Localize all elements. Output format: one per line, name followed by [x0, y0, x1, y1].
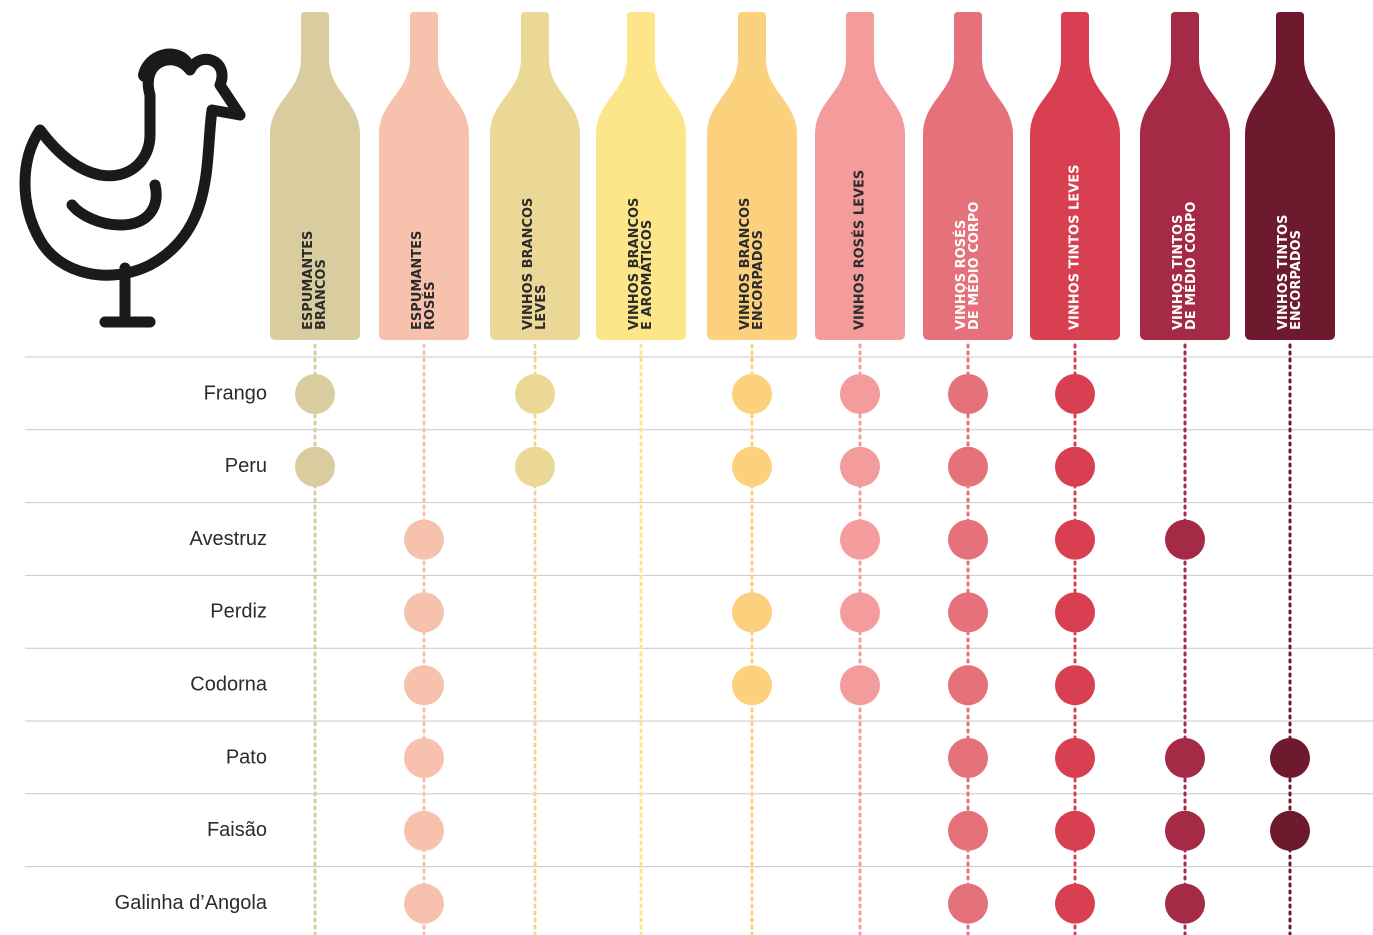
pairing-dot: [732, 447, 772, 487]
row-label: Faisão: [207, 819, 267, 841]
pairing-dot: [1055, 884, 1095, 924]
pairing-dot: [1165, 738, 1205, 778]
pairing-dot: [840, 520, 880, 560]
bottle-label: BRANCOS: [314, 259, 329, 330]
pairing-dot: [1055, 592, 1095, 632]
pairing-dot: [732, 665, 772, 705]
pairing-dot: [948, 884, 988, 924]
row-label: Peru: [225, 455, 267, 477]
pairing-dot: [840, 665, 880, 705]
pairing-dot: [948, 447, 988, 487]
pairing-dot: [948, 738, 988, 778]
pairing-dot: [404, 811, 444, 851]
row-label: Frango: [204, 382, 267, 404]
bottle-label: ENCORPADOS: [1289, 230, 1304, 330]
pairing-dot: [404, 592, 444, 632]
pairing-dot: [404, 884, 444, 924]
bottle-label: ROSÉS: [422, 281, 438, 330]
pairing-dot: [1270, 738, 1310, 778]
bottle-label: ENCORPADOS: [751, 230, 766, 330]
pairing-dot: [948, 665, 988, 705]
pairing-dot: [840, 374, 880, 414]
row-label: Perdiz: [210, 601, 267, 623]
bottle-label: VINHOS TINTOS LEVES: [1068, 165, 1083, 330]
pairing-dot: [404, 738, 444, 778]
pairing-dot: [1055, 520, 1095, 560]
pairing-dot: [1055, 738, 1095, 778]
bottle-label: DE MÉDIO CORPO: [966, 202, 982, 330]
row-label: Pato: [226, 746, 267, 768]
pairing-dot: [295, 374, 335, 414]
pairing-dot: [732, 374, 772, 414]
pairing-dot: [1165, 520, 1205, 560]
pairing-dot: [515, 447, 555, 487]
pairing-dot: [840, 592, 880, 632]
pairing-dot: [948, 520, 988, 560]
pairing-dot: [295, 447, 335, 487]
row-label: Galinha d’Angola: [115, 892, 268, 914]
pairing-dot: [1055, 447, 1095, 487]
chicken-icon: [25, 56, 240, 322]
pairing-dot: [948, 374, 988, 414]
bottle-label: LEVES: [534, 285, 549, 330]
pairing-dot: [732, 592, 772, 632]
pairing-dot: [1055, 665, 1095, 705]
pairing-dot: [404, 665, 444, 705]
pairing-chart: ESPUMANTESBRANCOSESPUMANTESROSÉSVINHOS B…: [0, 0, 1373, 935]
bottle-label: DE MÉDIO CORPO: [1183, 202, 1199, 330]
pairing-dot: [1165, 884, 1205, 924]
pairing-dot: [515, 374, 555, 414]
pairing-dot: [404, 520, 444, 560]
bottle-label: VINHOS ROSÉS LEVES: [852, 170, 868, 330]
row-label: Avestruz: [190, 528, 267, 550]
bottle-label: E AROMÁTICOS: [639, 220, 655, 330]
pairing-dot: [948, 811, 988, 851]
row-label: Codorna: [190, 673, 268, 695]
pairing-dot: [1165, 811, 1205, 851]
pairing-dot: [840, 447, 880, 487]
pairing-dot: [948, 592, 988, 632]
pairing-dot: [1055, 811, 1095, 851]
pairing-dot: [1270, 811, 1310, 851]
pairing-dot: [1055, 374, 1095, 414]
